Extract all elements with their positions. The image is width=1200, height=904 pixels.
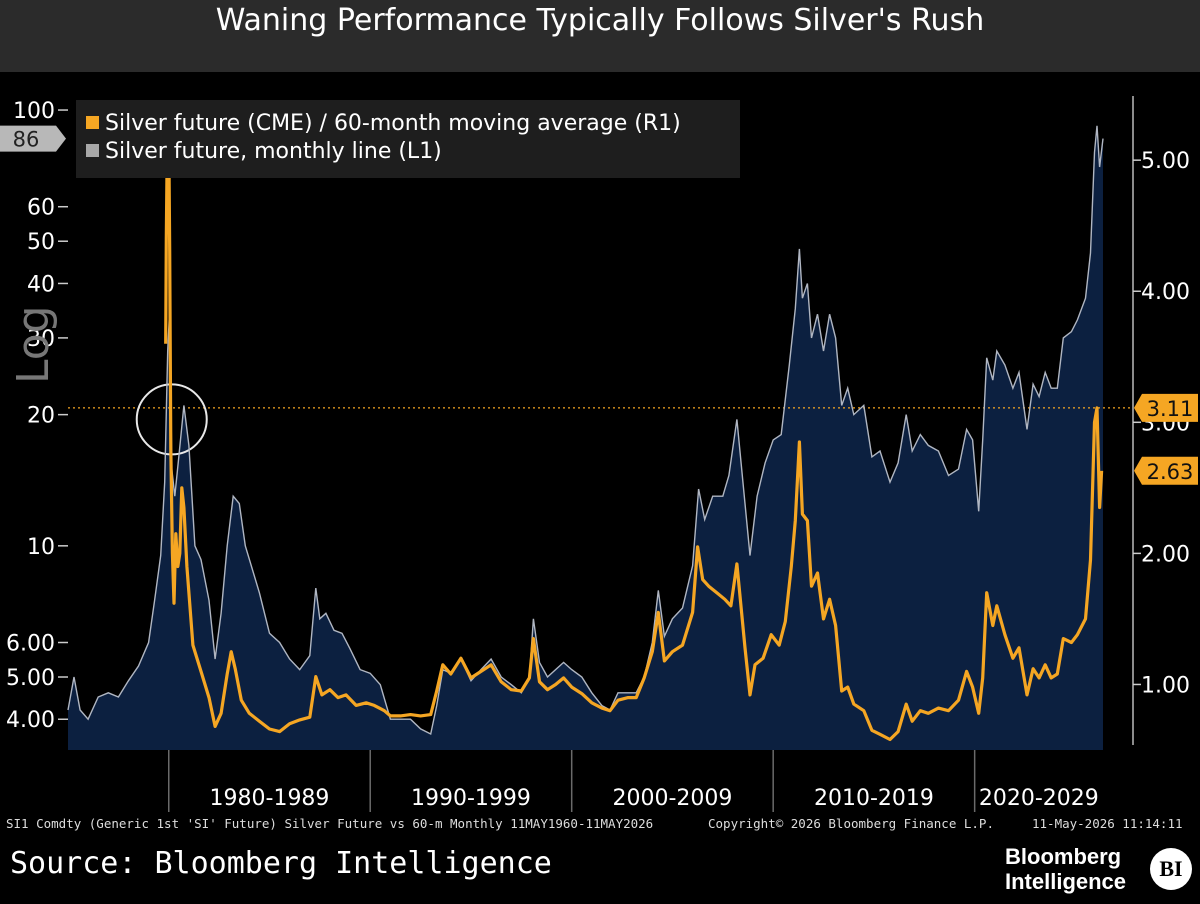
right-tick-label: 1.00 — [1141, 673, 1190, 698]
footer-timestamp: 11-May-2026 11:14:11 — [1032, 816, 1183, 831]
legend-swatch-l1 — [86, 144, 99, 157]
left-tick-label: 40 — [27, 272, 55, 297]
chart-axes: 1980-1989 1990-1999 2000-2009 2010-2019 2020… — [0, 96, 1198, 812]
legend-item-r1: Silver future (CME) / 60-month moving av… — [86, 110, 681, 138]
right-last-value-badge — [1134, 456, 1198, 485]
r1-series-line — [164, 125, 1104, 742]
series-lines — [67, 125, 1104, 742]
left-tick-label: 20 — [27, 404, 55, 429]
brand-line-1: Bloomberg — [1005, 844, 1122, 869]
footer-copyright: Copyright© 2026 Bloomberg Finance L.P. — [708, 816, 994, 831]
x-tick-label: 1990-1999 — [411, 786, 531, 811]
l1-area — [68, 125, 1103, 751]
footer-series-info: SI1 Comdty (Generic 1st 'SI' Future) Sil… — [6, 816, 654, 831]
right-last-value-label: 2.63 — [1147, 460, 1194, 484]
left-tick-label: 50 — [27, 230, 55, 255]
brand-line-2: Intelligence — [1005, 869, 1127, 894]
right-last-value-label: 3.11 — [1147, 397, 1194, 421]
left-last-value-badge — [0, 125, 66, 152]
x-tick-label: 1980-1989 — [210, 786, 330, 811]
left-tick-label: 100 — [13, 99, 55, 124]
left-tick-label: 30 — [27, 327, 55, 352]
left-tick-label: 5.00 — [6, 666, 55, 691]
left-tick-label: 10 — [27, 535, 55, 560]
log-scale-label: Log — [8, 305, 59, 384]
legend-item-l1: Silver future, monthly line (L1) — [86, 138, 442, 166]
right-tick-label: 4.00 — [1141, 280, 1190, 305]
right-tick-label: 2.00 — [1141, 542, 1190, 567]
left-tick-label: 6.00 — [6, 632, 55, 657]
right-last-value-badge — [1134, 393, 1198, 422]
legend-label-r1: Silver future (CME) / 60-month moving av… — [105, 111, 681, 136]
x-tick-label: 2000-2009 — [612, 786, 732, 811]
l1-series-line — [67, 125, 1104, 736]
source-note: Source: Bloomberg Intelligence — [10, 846, 552, 881]
brand-logo: Bloomberg Intelligence — [1005, 844, 1126, 894]
chart-title: Waning Performance Typically Follows Sil… — [215, 3, 985, 38]
legend-label-l1: Silver future, monthly line (L1) — [105, 139, 442, 164]
legend: Silver future (CME) / 60-month moving av… — [76, 100, 740, 178]
left-tick-label: 60 — [27, 196, 55, 221]
l1-area-group — [0, 76, 1200, 811]
left-tick-label: 4.00 — [6, 708, 55, 733]
brand-badge-icon: BI — [1150, 848, 1192, 890]
x-tick-label: 2010-2019 — [814, 786, 934, 811]
legend-swatch-r1 — [86, 116, 99, 129]
title-bar — [0, 0, 1200, 72]
left-last-value-label: 86 — [13, 128, 40, 152]
right-tick-label: 5.00 — [1141, 149, 1190, 174]
x-tick-label: 2020-2029 — [979, 786, 1099, 811]
